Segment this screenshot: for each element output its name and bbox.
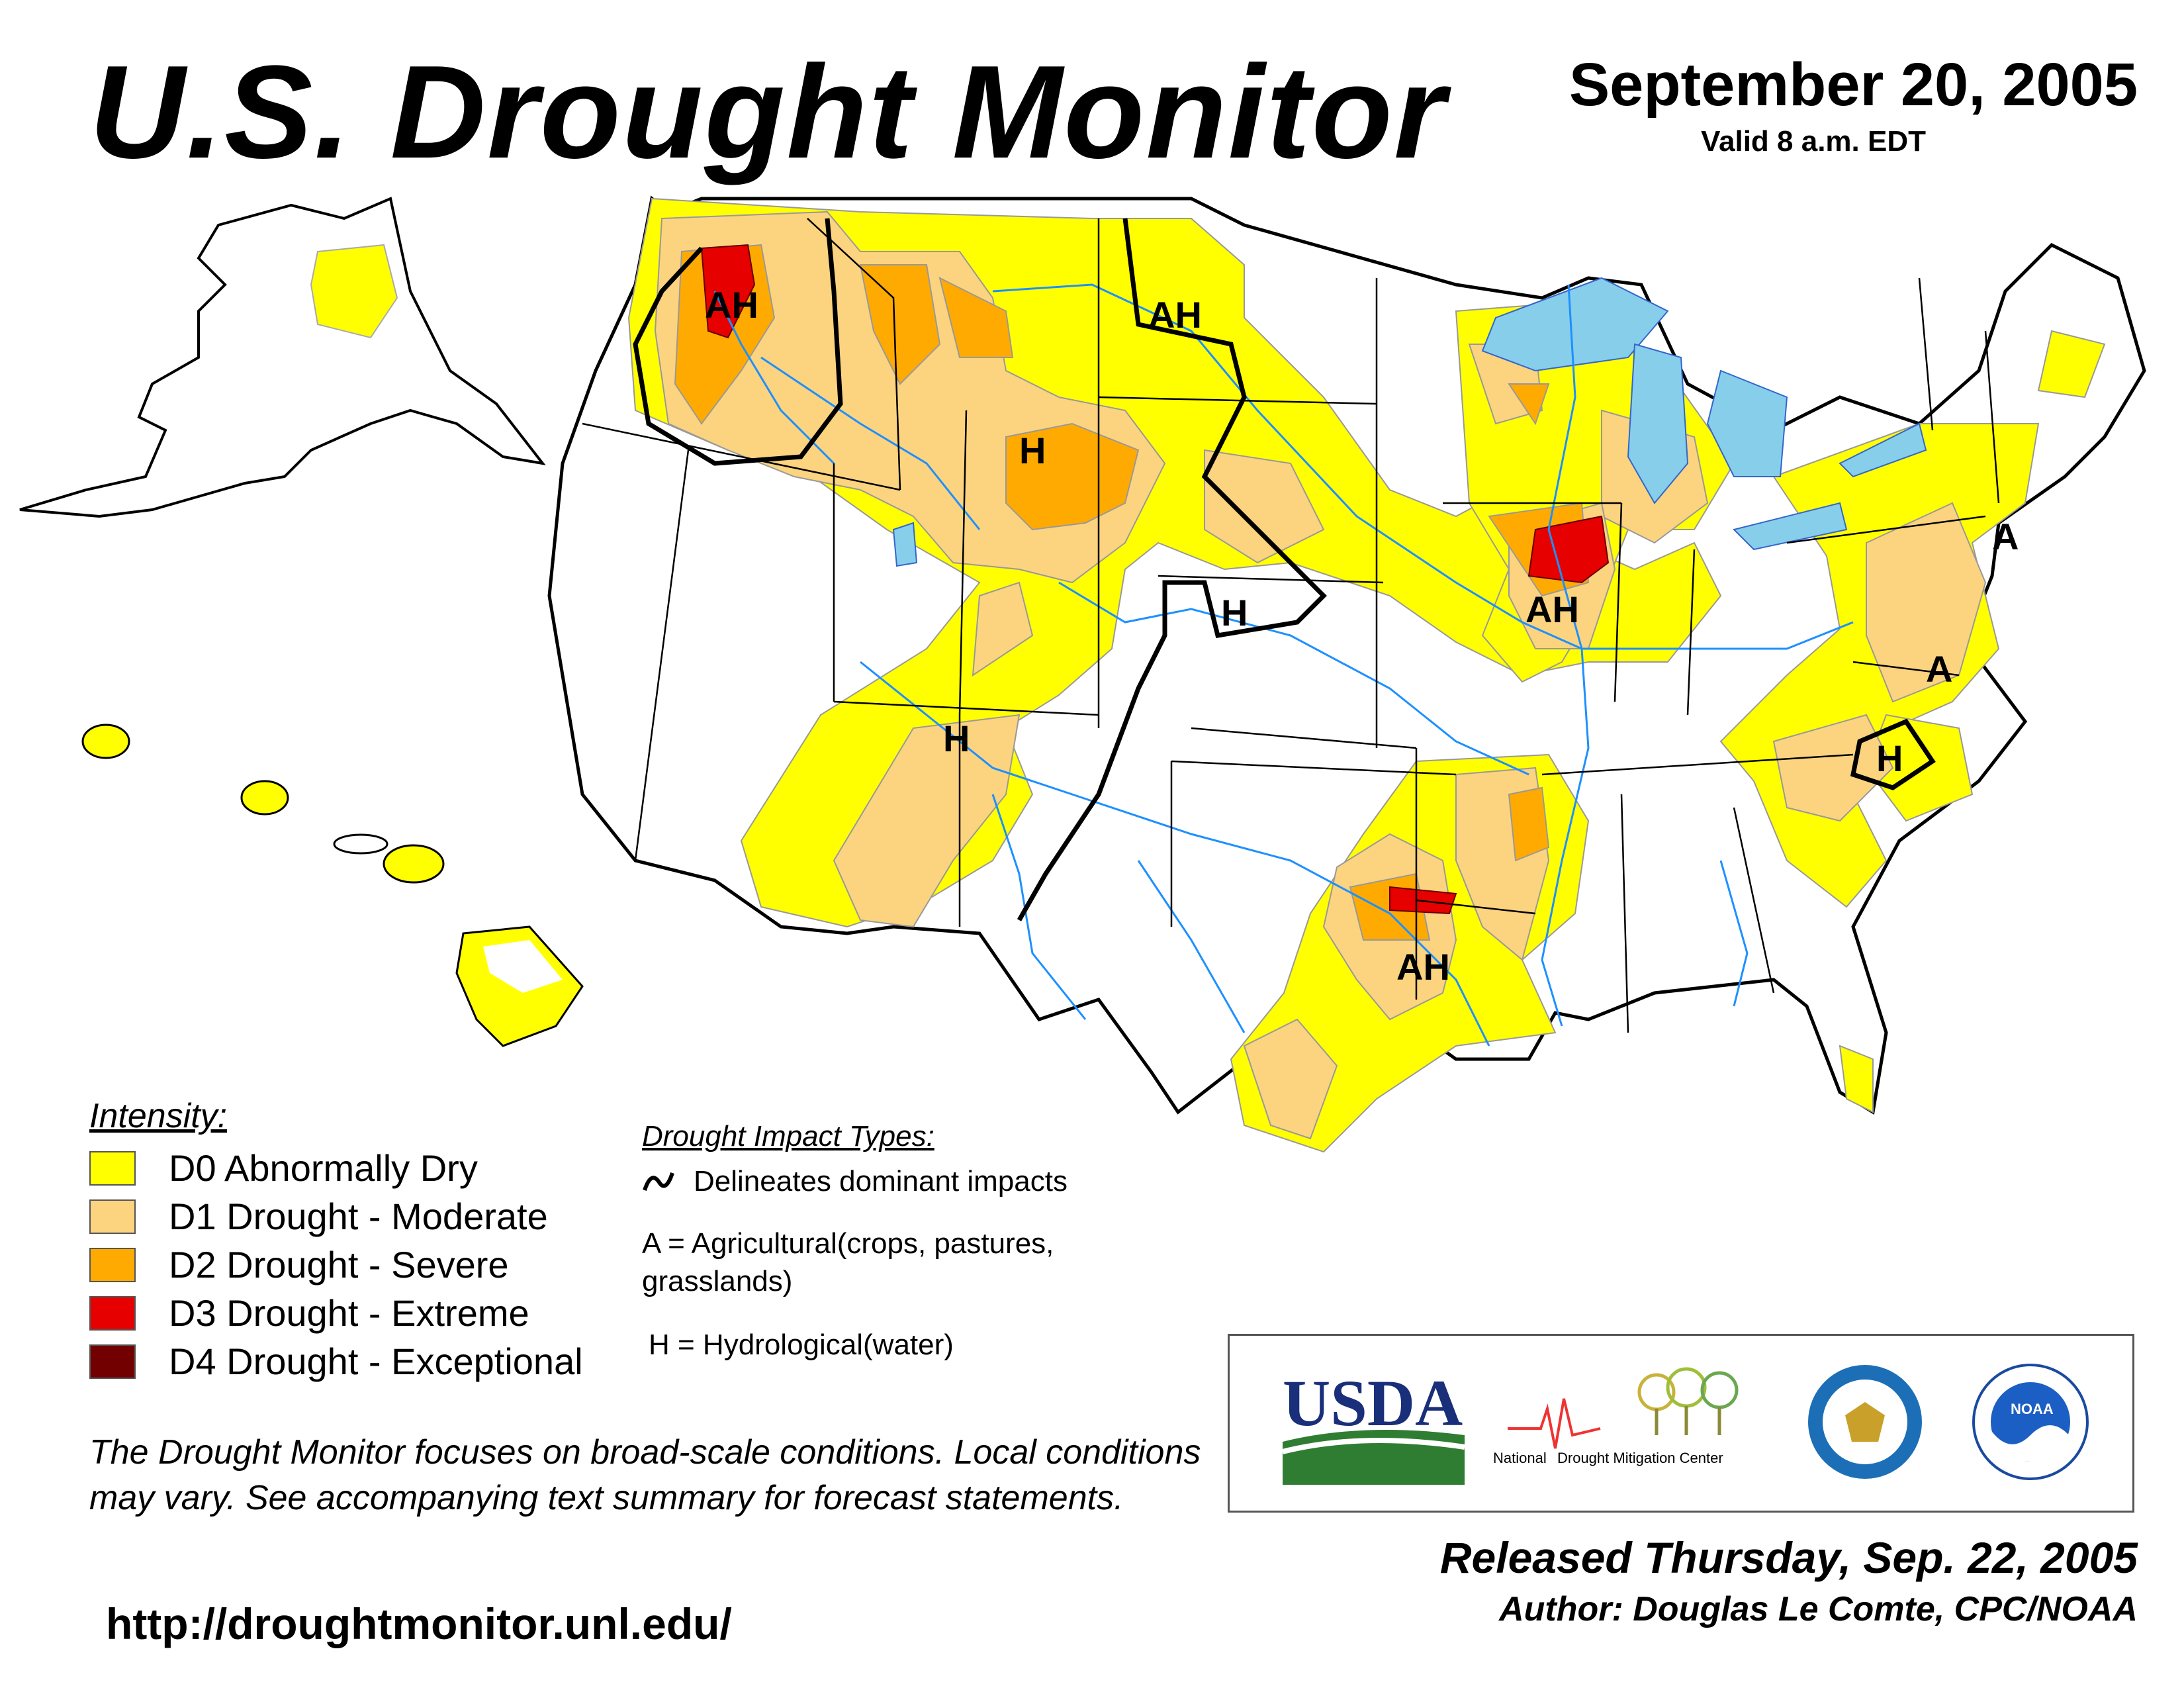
legend-label-d0: D0 Abnormally Dry <box>169 1147 478 1189</box>
legend-swatch-d2 <box>89 1248 136 1282</box>
map-label-ah-il: AH <box>1525 588 1579 630</box>
impact-curve-row: Delineates dominant impacts <box>642 1165 1068 1198</box>
rivers <box>713 283 1854 1047</box>
d3-washington <box>700 244 756 339</box>
map-label-a-nj: A <box>1992 516 2019 557</box>
drought-map: AH AH H H H AH A A H AH <box>19 195 2146 1153</box>
map-label-h-wy: H <box>1019 430 1046 471</box>
map-label-ah-wa: AH <box>705 284 758 326</box>
legend-swatch-d3 <box>89 1296 136 1331</box>
ndmc-logo: National Drought Mitigation Center <box>1493 1367 1739 1466</box>
legend-label-d1: D1 Drought - Moderate <box>169 1196 548 1237</box>
map-date: September 20, 2005 <box>1569 51 2138 118</box>
impact-boundaries <box>633 218 1936 921</box>
great-lakes <box>892 277 1927 567</box>
page-title: U.S. Drought Monitor <box>89 38 1447 186</box>
hawaii-big-island-white <box>483 940 563 993</box>
noaa-logo: NOAA <box>1972 1364 2089 1480</box>
alaska-outline <box>19 197 546 518</box>
impact-agricultural: A = Agricultural(crops, pastures, grassl… <box>642 1227 1054 1298</box>
map-label-a-va: A <box>1926 648 1952 690</box>
legend-title: Intensity: <box>89 1097 228 1135</box>
svg-text:Drought Mitigation Center: Drought Mitigation Center <box>1557 1450 1723 1466</box>
author-credit: Author: Douglas Le Comte, CPC/NOAA <box>1499 1590 2138 1628</box>
svg-text:National: National <box>1493 1450 1547 1466</box>
legend-item-d1: D1 Drought - Moderate <box>89 1197 548 1237</box>
alaska-d0-area <box>310 244 398 339</box>
impact-curve-icon <box>643 1172 674 1191</box>
hawaii-oahu <box>240 780 289 816</box>
hawaii-molokai <box>333 833 388 855</box>
map-label-ah-la: AH <box>1396 946 1450 988</box>
state-boundaries <box>582 218 2000 1033</box>
disclaimer-note: The Drought Monitor focuses on broad-sca… <box>89 1433 1201 1517</box>
website-url[interactable]: http://droughtmonitor.unl.edu/ <box>106 1599 732 1648</box>
legend-swatch-d0 <box>89 1151 136 1186</box>
impact-types-title: Drought Impact Types: <box>642 1120 934 1152</box>
legend-item-d3: D3 Drought - Extreme <box>89 1293 529 1333</box>
legend-item-d2: D2 Drought - Severe <box>89 1245 509 1285</box>
impact-hydrological: H = Hydrological(water) <box>649 1329 954 1361</box>
legend-label-d2: D2 Drought - Severe <box>169 1244 509 1286</box>
release-date: Released Thursday, Sep. 22, 2005 <box>1439 1533 2138 1582</box>
svg-text:USDA: USDA <box>1283 1366 1463 1440</box>
legend-swatch-d1 <box>89 1199 136 1234</box>
hawaii-maui <box>383 844 445 884</box>
legend-label-d3: D3 Drought - Extreme <box>169 1292 529 1334</box>
map-label-h-ne: H <box>1221 592 1248 633</box>
svg-text:NOAA: NOAA <box>2011 1401 2054 1417</box>
valid-time: Valid 8 a.m. EDT <box>1701 125 1926 158</box>
legend-item-d4: D4 Drought - Exceptional <box>89 1342 583 1382</box>
sponsor-logos: USDA National Drought Mitigation Center <box>1228 1334 2134 1513</box>
map-label-h-az: H <box>943 718 970 759</box>
legend-swatch-d4 <box>89 1344 136 1379</box>
map-label-ah-nd: AH <box>1148 294 1202 336</box>
legend-item-d0: D0 Abnormally Dry <box>89 1149 478 1188</box>
legend-label-d4: D4 Drought - Exceptional <box>169 1340 583 1382</box>
logo-strip: USDA National Drought Mitigation Center <box>1282 1364 2089 1485</box>
impact-curve-text: Delineates dominant impacts <box>694 1165 1068 1197</box>
usda-logo: USDA <box>1282 1366 1465 1485</box>
hawaii-kauai <box>81 724 130 759</box>
map-label-h-nc: H <box>1876 737 1903 779</box>
commerce-seal <box>1808 1365 1922 1479</box>
